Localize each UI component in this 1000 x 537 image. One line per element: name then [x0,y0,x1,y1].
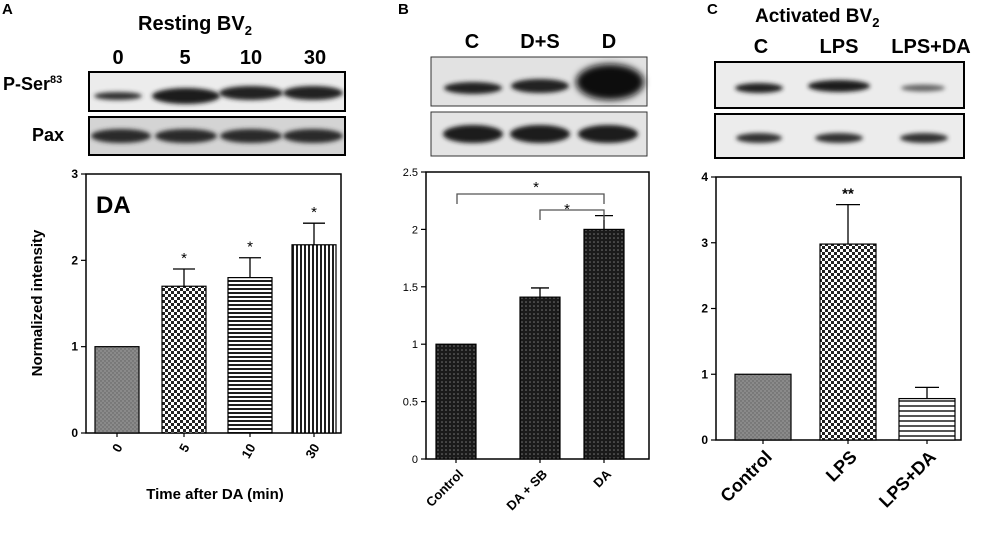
blot-band [900,133,948,143]
blot-band [283,86,343,100]
blot-a-pser [88,71,346,112]
x-category-label: Control [423,467,466,510]
bar [519,296,561,460]
bar [227,277,273,434]
panel-a-letter: A [2,1,13,18]
x-category-label: Control [716,447,775,506]
lane-label: C [465,31,479,53]
x-category-label: 5 [176,441,193,455]
lane-label: C [754,36,768,58]
y-tick-label: 0 [412,454,418,466]
panel-a-lane-labels: 0 5 10 30 [112,47,326,69]
significance-bracket [539,209,605,220]
chart-a-xlabel: Time after DA (min) [146,486,284,503]
y-tick-label: 2 [701,302,708,316]
blot-band [155,129,217,143]
x-category-label: DA + SB [503,467,550,514]
y-tick-label: 1 [701,367,708,381]
x-category-label: 0 [109,441,126,455]
significance-star: * [181,250,187,267]
x-category-label: LPS+DA [875,447,940,512]
blot-band [901,84,945,92]
significance-star: * [564,201,570,218]
lane-label: D [602,31,616,53]
bar [734,373,792,441]
panel-c-lane-labels: C LPS LPS+DA [754,36,971,58]
bar [583,228,625,460]
blot-band [735,83,783,93]
lane-label: 5 [179,47,190,69]
bar [435,343,477,460]
y-tick-label: 2.5 [403,167,418,179]
lane-label: 30 [304,47,326,69]
lane-label: LPS+DA [891,36,970,58]
blot-c-bottom [714,113,965,159]
blot-band [808,80,870,92]
blot-band [578,125,638,143]
blot-band [511,79,569,93]
bar [161,285,207,434]
chart-b: 0 0.5 1 1.5 2 2.5 Control DA + SB DA * * [403,167,650,514]
y-tick-label: 3 [71,167,78,181]
bar [291,244,337,434]
blot-band [219,86,283,100]
x-category-label: LPS [822,447,861,486]
bar [898,397,956,441]
blot-band [91,129,151,143]
chart-c: 0 1 2 3 4 Control ** LPS LPS+DA [701,170,962,512]
blot-band [815,133,863,143]
panel-b-letter: B [398,1,409,18]
y-tick-label: 0 [71,426,78,440]
y-tick-label: 2 [412,224,418,236]
blot-c-top [714,61,965,109]
blot-b-top [430,56,648,107]
significance-star: * [311,204,317,221]
significance-star: * [533,179,539,196]
blot-a-pax [88,116,346,156]
blot-band [94,92,142,100]
blot-band [283,129,343,143]
lane-label: 10 [240,47,262,69]
panel-c-header: Activated BV2 [755,6,879,30]
blot-band [510,125,570,143]
panel-c-letter: C [707,1,718,18]
chart-a-ylabel: Normalized intensity [29,229,46,376]
bar [819,243,877,441]
blot-row-label-pser: P-Ser83 [3,74,62,94]
blot-band [576,64,644,100]
y-tick-label: 0.5 [403,397,418,409]
panel-a-header: Resting BV2 [138,13,252,38]
significance-star: * [247,239,253,256]
blot-b-bottom [430,111,648,157]
panel-b-lane-labels: C D+S D [465,31,616,53]
y-tick-label: 2 [71,253,78,267]
blot-band [152,88,220,104]
blot-band [443,125,503,143]
lane-label: LPS [820,36,859,58]
lane-label: 0 [112,47,123,69]
significance-star: ** [842,186,854,203]
blot-band [444,82,502,94]
y-tick-label: 3 [701,236,708,250]
lane-label: D+S [520,31,559,53]
bar [94,346,140,434]
x-category-label: DA [590,466,614,490]
chart-a-frame [85,173,342,434]
x-category-label: 10 [238,441,258,461]
y-tick-label: 0 [701,433,708,447]
chart-a-inset-label: DA [96,192,131,219]
blot-band [736,133,782,143]
y-tick-label: 1 [412,339,418,351]
blot-band [220,129,282,143]
significance-bracket [456,193,605,204]
y-tick-label: 4 [701,170,708,184]
x-category-label: 30 [302,441,322,461]
y-tick-label: 1 [71,340,78,354]
blot-row-label-pax: Pax [32,125,64,145]
y-tick-label: 1.5 [403,282,418,294]
